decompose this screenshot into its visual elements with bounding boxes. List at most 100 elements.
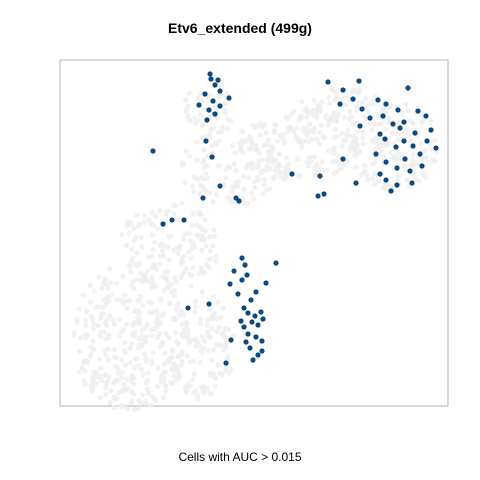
background-point <box>123 387 129 393</box>
background-point <box>203 243 209 249</box>
data-point <box>415 108 421 114</box>
data-point <box>383 101 389 107</box>
background-point <box>352 152 358 158</box>
background-point <box>91 321 97 327</box>
background-point <box>283 165 289 171</box>
background-point <box>340 162 347 168</box>
background-point <box>96 374 102 380</box>
background-point <box>135 362 141 368</box>
background-point <box>162 389 168 395</box>
background-point <box>141 219 147 225</box>
data-point <box>258 309 264 315</box>
background-point <box>357 87 363 93</box>
background-point <box>149 253 155 259</box>
background-point <box>222 107 228 113</box>
background-point <box>304 159 310 165</box>
data-point <box>317 173 323 179</box>
background-point <box>102 371 109 377</box>
background-point <box>246 146 252 152</box>
background-point <box>226 327 232 333</box>
background-point <box>151 326 157 333</box>
data-point <box>359 106 365 112</box>
background-point <box>333 158 339 164</box>
background-point <box>208 372 214 379</box>
data-point <box>383 159 389 165</box>
background-point <box>91 326 97 332</box>
background-point <box>194 393 200 399</box>
background-point <box>353 164 359 170</box>
background-point <box>199 98 205 104</box>
background-point <box>357 148 363 155</box>
background-point <box>205 348 211 354</box>
background-point <box>183 265 189 272</box>
background-point <box>111 347 118 353</box>
data-point <box>402 156 408 162</box>
background-point <box>113 355 120 361</box>
background-point <box>192 388 198 394</box>
background-point <box>97 333 103 339</box>
background-point <box>391 140 397 146</box>
data-point <box>260 316 266 322</box>
background-point <box>84 358 90 365</box>
background-point <box>200 346 206 352</box>
data-point <box>250 357 256 363</box>
background-point <box>226 370 232 376</box>
data-point <box>150 148 156 154</box>
background-point <box>290 128 297 134</box>
background-point <box>179 200 185 206</box>
background-point <box>164 244 170 250</box>
background-point <box>265 149 271 155</box>
background-point <box>124 305 130 311</box>
background-point <box>381 154 387 160</box>
background-point <box>249 160 255 166</box>
background-point <box>91 288 98 294</box>
background-point <box>223 101 229 107</box>
data-point <box>217 88 223 94</box>
background-point <box>206 234 213 240</box>
background-point <box>283 155 289 161</box>
background-point <box>134 276 140 283</box>
background-point <box>74 317 80 323</box>
background-point <box>408 138 414 144</box>
background-point <box>405 108 411 114</box>
background-point <box>98 315 104 321</box>
background-point <box>383 126 389 132</box>
data-point <box>367 115 373 121</box>
background-point <box>227 164 233 171</box>
data-point <box>217 103 223 109</box>
background-point <box>106 332 112 338</box>
background-point <box>354 143 360 149</box>
background-point <box>123 321 130 327</box>
background-point <box>263 167 269 173</box>
background-point <box>150 262 157 268</box>
data-point <box>200 195 206 201</box>
background-point <box>318 122 324 128</box>
background-point <box>403 101 409 108</box>
data-point <box>394 165 400 171</box>
background-point <box>186 153 192 159</box>
background-point <box>247 134 253 140</box>
background-point <box>205 317 211 323</box>
background-point <box>210 315 216 321</box>
background-point <box>227 196 233 202</box>
background-point <box>183 97 189 103</box>
background-point <box>192 309 198 315</box>
background-point <box>294 156 301 162</box>
background-point <box>343 132 349 138</box>
background-point <box>304 105 310 112</box>
background-point <box>115 377 122 384</box>
background-point <box>192 244 198 250</box>
background-point <box>428 146 435 152</box>
x-axis-label: Cells with AUC > 0.015 <box>178 450 302 464</box>
background-point <box>89 374 95 380</box>
data-point <box>259 348 265 354</box>
background-point <box>363 95 369 101</box>
data-point <box>388 188 394 194</box>
background-point <box>229 189 235 195</box>
background-point <box>396 136 402 142</box>
background-point <box>193 336 199 342</box>
background-point <box>184 353 190 359</box>
background-point <box>134 250 140 256</box>
background-point <box>90 379 96 385</box>
background-point <box>327 115 333 122</box>
